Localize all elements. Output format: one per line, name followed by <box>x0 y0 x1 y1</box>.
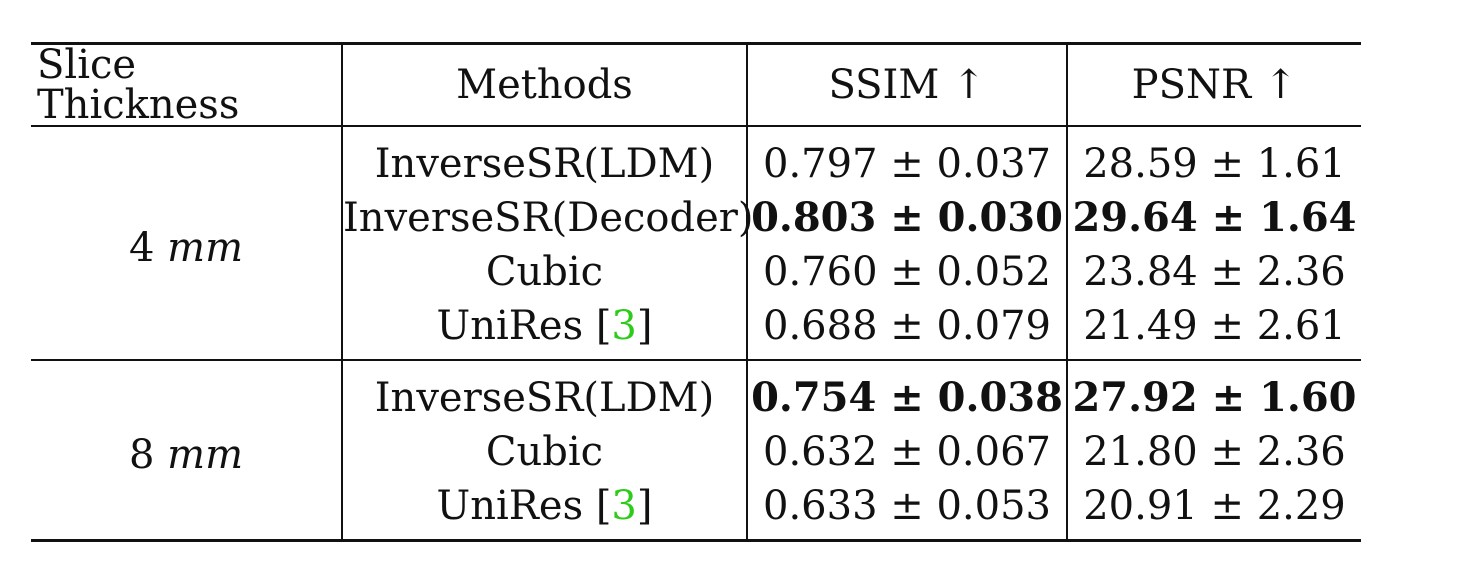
results-table-container: Slice Thickness Methods SSIM ↑ PSNR ↑ 4 … <box>31 42 1361 542</box>
table-header: Slice Thickness Methods SSIM ↑ PSNR ↑ <box>31 43 1361 126</box>
method-name: UniRes [ <box>436 483 612 529</box>
method-name: InverseSR(Decoder) <box>343 195 754 241</box>
ssim-cell: 0.688 ± 0.079 <box>747 299 1068 360</box>
slice-thickness-unit: mm <box>167 225 244 271</box>
slice-thickness-cell: 4 mm <box>31 126 343 360</box>
table-row: 8 mm InverseSR(LDM) 0.754 ± 0.038 27.92 ± 1… <box>31 360 1361 541</box>
slice-thickness-cell: 8 mm <box>31 360 343 541</box>
psnr-cell: 20.91 ± 2.29 <box>1083 483 1346 529</box>
method-cell: UniRes [3] <box>342 299 748 360</box>
psnr-cell: 27.92 ± 1.60 <box>1072 374 1357 421</box>
table-row: Cubic 0.760 ± 0.052 23.84 ± 2.36 <box>31 245 1361 299</box>
method-cell: InverseSR(LDM) <box>342 360 748 425</box>
header-row: Slice Thickness Methods SSIM ↑ PSNR ↑ <box>31 43 1361 126</box>
method-name: InverseSR(LDM) <box>374 141 715 187</box>
method-cell: UniRes [3] <box>342 479 748 541</box>
slice-thickness-unit: mm <box>167 432 244 478</box>
table-row: 4 mm InverseSR(LDM) 0.797 ± 0.037 28.59 ± 1… <box>31 126 1361 360</box>
citation-link[interactable]: 3 <box>611 483 637 529</box>
method-cell: InverseSR(LDM) <box>342 126 748 191</box>
slice-thickness-value: 8 <box>128 432 155 478</box>
ssim-cell: 0.632 ± 0.067 <box>747 425 1068 479</box>
method-cell: Cubic <box>342 425 748 479</box>
citation-link[interactable]: 3 <box>611 303 637 349</box>
header-methods: Methods <box>342 43 748 126</box>
psnr-cell: 29.64 ± 1.64 <box>1072 194 1357 241</box>
ssim-cell: 0.760 ± 0.052 <box>747 245 1068 299</box>
table-row: UniRes [3] 0.633 ± 0.053 20.91 ± 2.29 <box>31 479 1361 541</box>
ssim-cell: 0.754 ± 0.038 <box>747 360 1068 425</box>
header-psnr: PSNR ↑ <box>1131 62 1298 108</box>
psnr-cell: 21.80 ± 2.36 <box>1083 429 1346 475</box>
header-ssim: SSIM ↑ <box>747 43 1068 126</box>
header-slice-thickness: Slice Thickness <box>31 43 343 126</box>
method-name: Cubic <box>485 429 604 475</box>
results-table: Slice Thickness Methods SSIM ↑ PSNR ↑ 4 … <box>31 42 1361 542</box>
ssim-cell: 0.803 ± 0.030 <box>747 191 1068 245</box>
psnr-cell: 21.49 ± 2.61 <box>1083 303 1346 349</box>
psnr-cell: 28.59 ± 1.61 <box>1083 141 1346 187</box>
table-row: Cubic 0.632 ± 0.067 21.80 ± 2.36 <box>31 425 1361 479</box>
ssim-cell: 0.633 ± 0.053 <box>747 479 1068 541</box>
method-cell: InverseSR(Decoder) <box>342 191 754 245</box>
method-cell: Cubic <box>342 245 748 299</box>
slice-thickness-value: 4 <box>128 225 155 271</box>
citation-bracket: ] <box>636 303 653 349</box>
table-body: 4 mm InverseSR(LDM) 0.797 ± 0.037 28.59 ± 1… <box>31 126 1361 541</box>
method-name: Cubic <box>485 249 604 295</box>
ssim-cell: 0.797 ± 0.037 <box>747 126 1068 191</box>
method-name: InverseSR(LDM) <box>374 375 715 421</box>
method-name: UniRes [ <box>436 303 612 349</box>
citation-bracket: ] <box>636 483 653 529</box>
table-row: InverseSR(Decoder) 0.803 ± 0.030 29.64 ± 1… <box>31 191 1361 245</box>
table-row: UniRes [3] 0.688 ± 0.079 21.49 ± 2.61 <box>31 299 1361 360</box>
psnr-cell: 23.84 ± 2.36 <box>1083 249 1346 295</box>
